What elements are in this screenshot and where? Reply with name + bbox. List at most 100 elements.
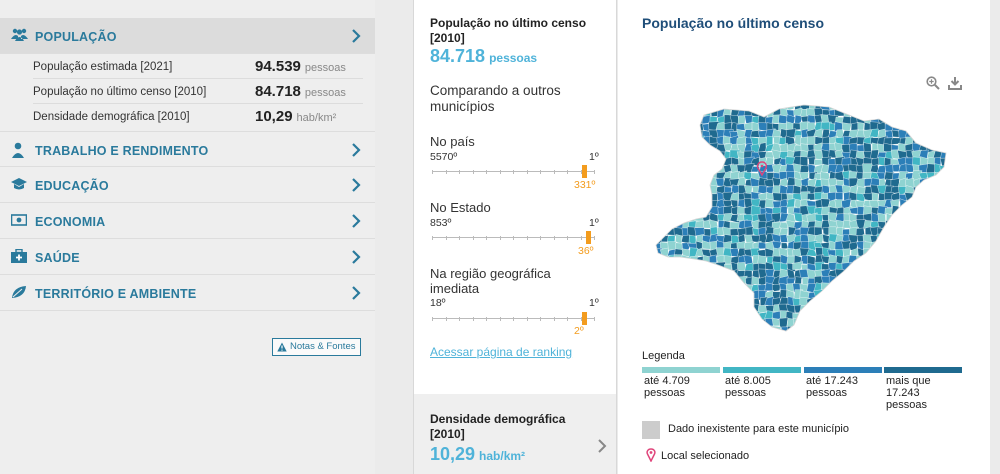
ranking-scale-tick [473, 317, 474, 321]
row-label: População estimada [2021] [33, 61, 173, 73]
row-populacao-censo: População no último censo [2010] 84.718 p… [33, 80, 363, 104]
ranking-marker-pais [582, 165, 587, 178]
ranking-value-estado: 36º [578, 245, 594, 257]
municipality-shape[interactable] [807, 255, 816, 266]
indicator-panel: População no último censo [2010] 84.718 p… [413, 0, 617, 474]
municipalities-map[interactable] [654, 95, 954, 340]
municipality-shape[interactable] [750, 205, 761, 216]
ranking-scale-tick [446, 236, 447, 240]
people-icon [11, 28, 28, 44]
municipality-shape[interactable] [751, 121, 760, 133]
selected-location-label: Local selecionado [661, 450, 750, 462]
ranking-scale-tick [567, 317, 568, 321]
ranking-scale-tick [594, 317, 595, 321]
ranking-scale-tick [459, 317, 460, 321]
ranking-best-estado: 1º [589, 217, 599, 229]
legend-item: até 17.243 pessoas [804, 367, 882, 399]
row-value: 10,29 hab/km² [255, 108, 337, 125]
indicator-title: População no último censo [2010] [430, 16, 587, 45]
ranking-scale-tick [567, 170, 568, 174]
density-title: Densidade demográfica [2010] [430, 412, 566, 441]
ranking-scale-tick [486, 236, 487, 240]
row-populacao-estimada: População estimada [2021] 94.539 pessoas [33, 55, 363, 79]
ranking-scale-tick [432, 236, 433, 240]
warning-icon [277, 342, 287, 352]
legend-item: mais que 17.243 pessoas [884, 367, 962, 411]
ranking-scale-tick [527, 236, 528, 240]
density-value: 10,29 hab/km² [430, 444, 526, 464]
municipality-shape[interactable] [667, 241, 677, 251]
municipality-shape[interactable] [737, 115, 746, 125]
download-icon[interactable] [948, 76, 962, 95]
row-value: 84.718 pessoas [255, 83, 346, 100]
no-data-label: Dado inexistente para este município [668, 423, 849, 435]
ranking-scale-tick [513, 170, 514, 174]
ranking-scale-tick [432, 317, 433, 321]
section-educacao[interactable]: EDUCAÇÃO [0, 167, 375, 203]
municipality-shape[interactable] [779, 234, 788, 243]
density-card[interactable]: Densidade demográfica [2010] 10,29 hab/km… [414, 394, 616, 474]
no-data-swatch [642, 421, 660, 439]
notes-sources-button[interactable]: Notas & Fontes [272, 338, 361, 356]
section-territorio[interactable]: TERRITÓRIO E AMBIENTE [0, 275, 375, 311]
ranking-scale-tick [473, 236, 474, 240]
ranking-worst-regiao: 18º [430, 297, 446, 309]
ranking-value-regiao: 2º [574, 325, 584, 337]
zoom-in-icon[interactable] [926, 76, 940, 95]
indicator-value: 84.718 pessoas [430, 46, 538, 66]
row-label: Densidade demográfica [2010] [33, 111, 190, 123]
ranking-scale-tick [554, 236, 555, 240]
municipality-shape[interactable] [771, 283, 781, 292]
ranking-scale-tick [594, 236, 595, 240]
ranking-best-regiao: 1º [589, 297, 599, 309]
section-populacao[interactable]: POPULAÇÃO [0, 18, 375, 54]
municipality-shape[interactable] [780, 326, 789, 335]
location-pin-icon [756, 161, 768, 177]
section-label: TRABALHO E RENDIMENTO [35, 144, 209, 158]
ranking-scale-tick [554, 170, 555, 174]
chevron-right-icon [351, 213, 361, 229]
ranking-scale-tick [500, 170, 501, 174]
ranking-value-pais: 331º [574, 179, 596, 191]
ranking-scale-tick [459, 170, 460, 174]
ranking-best-pais: 1º [589, 151, 599, 163]
municipality-shape[interactable] [695, 220, 705, 229]
ranking-scale-tick [459, 236, 460, 240]
leaf-icon [11, 285, 27, 301]
ranking-scale-tick [473, 170, 474, 174]
ranking-marker-regiao [582, 312, 587, 325]
sidebar: POPULAÇÃO População estimada [2021] 94.5… [0, 0, 375, 474]
location-pin-icon [646, 448, 656, 467]
chevron-right-icon [351, 177, 361, 193]
municipality-shape[interactable] [708, 212, 719, 222]
section-trabalho[interactable]: TRABALHO E RENDIMENTO [0, 131, 375, 167]
municipality-shape[interactable] [786, 277, 796, 285]
section-label: POPULAÇÃO [35, 30, 117, 44]
ranking-worst-estado: 853º [430, 217, 452, 229]
municipality-shape[interactable] [792, 185, 801, 195]
graduation-cap-icon [11, 177, 27, 193]
worker-icon [11, 142, 27, 158]
ranking-scale-tick [540, 170, 541, 174]
ranking-scale-tick [527, 170, 528, 174]
row-densidade: Densidade demográfica [2010] 10,29 hab/km… [33, 105, 363, 129]
municipality-shape[interactable] [758, 122, 769, 132]
ranking-page-link[interactable]: Acessar página de ranking [430, 345, 573, 359]
ranking-scale-tick [486, 317, 487, 321]
row-label: População no último censo [2010] [33, 86, 207, 98]
chevron-right-icon [351, 28, 361, 44]
ranking-scale-tick [500, 236, 501, 240]
comparing-heading: Comparando a outros municípios [430, 83, 561, 114]
section-saude[interactable]: SAÚDE [0, 239, 375, 275]
municipality-shape[interactable] [723, 143, 732, 151]
chevron-right-icon [597, 438, 607, 459]
ranking-scale-tick [513, 236, 514, 240]
section-label: ECONOMIA [35, 215, 106, 229]
section-label: TERRITÓRIO E AMBIENTE [35, 287, 197, 301]
municipality-shape[interactable] [772, 192, 783, 202]
ranking-marker-estado [586, 231, 591, 244]
section-economia[interactable]: ECONOMIA [0, 203, 375, 239]
chevron-right-icon [351, 142, 361, 158]
legend-item: até 8.005 pessoas [723, 367, 801, 399]
ranking-scale-tick [567, 236, 568, 240]
